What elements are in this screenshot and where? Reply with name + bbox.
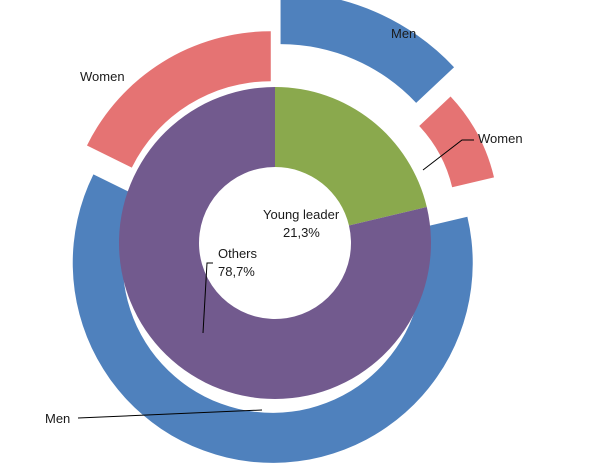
inner-slice-others (118, 86, 431, 399)
label-young-leader-men: Men (391, 26, 416, 41)
outer-slice-others-women (86, 31, 271, 168)
value-young-leader: 21,3% (283, 225, 320, 240)
label-young-leader: Young leader (263, 207, 340, 222)
label-others-women: Women (80, 69, 125, 84)
leader-line-young-women (422, 139, 474, 171)
outer-slice-young-leader-men (280, 0, 455, 103)
outer-ring (72, 0, 495, 463)
inner-ring (118, 86, 431, 399)
leader-line-others (202, 262, 213, 334)
outer-slice-young-leader-women (419, 96, 495, 188)
leader-line-others-men (77, 409, 263, 419)
label-others: Others (218, 246, 258, 261)
outer-slice-others-men (72, 174, 473, 463)
value-others: 78,7% (218, 264, 255, 279)
label-young-leader-women: Women (478, 131, 523, 146)
inner-slice-young-leader (275, 87, 427, 226)
label-others-men: Men (45, 411, 70, 426)
